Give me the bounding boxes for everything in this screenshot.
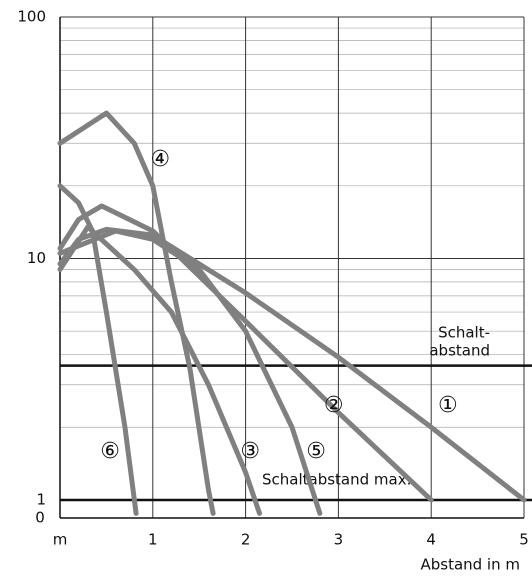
series-label: ④ <box>150 147 170 172</box>
series-line <box>57 203 434 503</box>
series-label: ① <box>438 393 458 418</box>
series-label: ⑥ <box>100 439 120 464</box>
reference-label: Schaltabstand max. <box>262 471 411 489</box>
x-tick-label: m <box>53 531 68 549</box>
series-line <box>57 183 139 516</box>
series-label: ② <box>324 393 344 418</box>
x-tick-label: 1 <box>148 531 158 549</box>
series-line <box>57 110 216 516</box>
y-tick-label: 10 <box>27 249 46 267</box>
y-origin-label: 0 <box>35 509 45 527</box>
series-line <box>57 228 323 516</box>
series-label: ③ <box>240 439 260 464</box>
series-line <box>57 224 263 516</box>
reference-label: Schalt- <box>438 324 490 342</box>
y-tick-label: 1 <box>36 490 46 508</box>
x-axis-label: Abstand in m <box>420 556 520 574</box>
x-tick-label: 2 <box>241 531 251 549</box>
x-tick-label: 3 <box>334 531 344 549</box>
y-tick-label: 100 <box>17 8 46 26</box>
x-tick-label: 5 <box>519 531 529 549</box>
x-tick-label: 4 <box>426 531 436 549</box>
reference-label: abstand <box>429 342 490 360</box>
series-label: ⑤ <box>306 439 326 464</box>
